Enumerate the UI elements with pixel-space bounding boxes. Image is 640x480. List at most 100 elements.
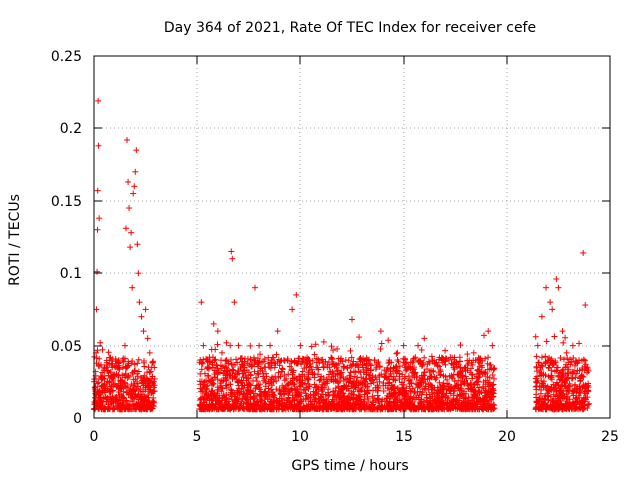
cloud-point	[481, 332, 488, 339]
data-point	[94, 187, 101, 194]
cloud-point	[537, 367, 544, 374]
cloud-point	[276, 362, 283, 369]
data-point	[555, 284, 562, 291]
cloud-point	[311, 351, 318, 358]
cloud-point	[446, 372, 453, 379]
data-point	[227, 342, 234, 349]
cloud-point	[299, 377, 306, 384]
cloud-point	[465, 405, 472, 412]
cloud-point	[209, 396, 216, 403]
cloud-point	[288, 359, 295, 366]
data-point	[223, 364, 230, 371]
cloud-point	[139, 379, 146, 386]
cloud-point	[219, 378, 226, 385]
cloud-point	[374, 384, 381, 391]
cloud-point	[271, 394, 278, 401]
cloud-point	[122, 371, 129, 378]
cloud-point	[241, 406, 248, 413]
cloud-point	[328, 343, 335, 350]
data-point	[146, 349, 153, 356]
cloud-point	[533, 368, 540, 375]
cloud-point	[467, 382, 474, 389]
y-tick-label-0.05: 0.05	[51, 339, 82, 355]
cloud-point	[449, 375, 456, 382]
data-point	[107, 388, 114, 395]
cloud-point	[238, 361, 245, 368]
cloud-point	[445, 395, 452, 402]
cloud-point	[538, 401, 545, 408]
cloud-point	[558, 390, 565, 397]
x-axis-label: GPS time / hours	[291, 458, 408, 474]
cloud-point	[479, 383, 486, 390]
cloud-point	[136, 393, 143, 400]
cloud-point	[457, 404, 464, 411]
cloud-point	[287, 400, 294, 407]
cloud-point	[295, 355, 302, 362]
cloud-point	[460, 399, 467, 406]
cloud-point	[350, 368, 357, 375]
cloud-point	[480, 379, 487, 386]
data-point	[421, 335, 428, 342]
cloud-point	[296, 380, 303, 387]
cloud-point	[140, 374, 147, 381]
cloud-point	[99, 346, 106, 353]
cloud-point	[237, 365, 244, 372]
cloud-point	[551, 333, 558, 340]
cloud-point	[386, 379, 393, 386]
data-point	[130, 190, 137, 197]
cloud-point	[391, 383, 398, 390]
cloud-point	[300, 396, 307, 403]
cloud-point	[383, 375, 390, 382]
cloud-point	[572, 374, 579, 381]
cloud-point	[249, 404, 256, 411]
cloud-point	[435, 406, 442, 413]
cloud-point	[350, 358, 357, 365]
cloud-point	[245, 369, 252, 376]
cloud-point	[338, 369, 345, 376]
cloud-point	[110, 395, 117, 402]
cloud-point	[268, 379, 275, 386]
cloud-point	[139, 388, 146, 395]
data-point	[318, 357, 325, 364]
cloud-point	[198, 366, 205, 373]
cloud-point	[551, 404, 558, 411]
data-point	[470, 349, 477, 356]
cloud-point	[275, 402, 282, 409]
cloud-point	[564, 404, 571, 411]
cloud-point	[347, 375, 354, 382]
cloud-point	[239, 370, 246, 377]
y-tick-labels: 0 0.05 0.1 0.15 0.2 0.25	[51, 49, 82, 427]
cloud-point	[236, 405, 243, 412]
cloud-point	[298, 389, 305, 396]
data-point	[247, 357, 254, 364]
cloud-point	[253, 374, 260, 381]
cloud-point	[225, 360, 232, 367]
data-point	[386, 357, 393, 364]
cloud-point	[439, 397, 446, 404]
cloud-point	[146, 388, 153, 395]
cloud-point	[580, 374, 587, 381]
data-point	[235, 342, 242, 349]
cloud-point	[549, 397, 556, 404]
cloud-point	[378, 371, 385, 378]
cloud-point	[135, 356, 142, 363]
cloud-point	[318, 388, 325, 395]
cloud-point	[330, 360, 337, 367]
cloud-point	[570, 368, 577, 375]
data-point	[98, 374, 105, 381]
cloud-point	[274, 358, 281, 365]
cloud-point	[100, 395, 107, 402]
cloud-point	[490, 381, 497, 388]
cloud-point	[459, 368, 466, 375]
cloud-point	[223, 339, 230, 346]
cloud-point	[275, 374, 282, 381]
cloud-point	[276, 395, 283, 402]
data-point	[479, 364, 486, 371]
cloud-point	[539, 395, 546, 402]
cloud-point	[356, 388, 363, 395]
data-point	[133, 147, 140, 154]
cloud-point	[488, 394, 495, 401]
cloud-point	[214, 384, 221, 391]
cloud-point	[318, 394, 325, 401]
cloud-point	[426, 359, 433, 366]
